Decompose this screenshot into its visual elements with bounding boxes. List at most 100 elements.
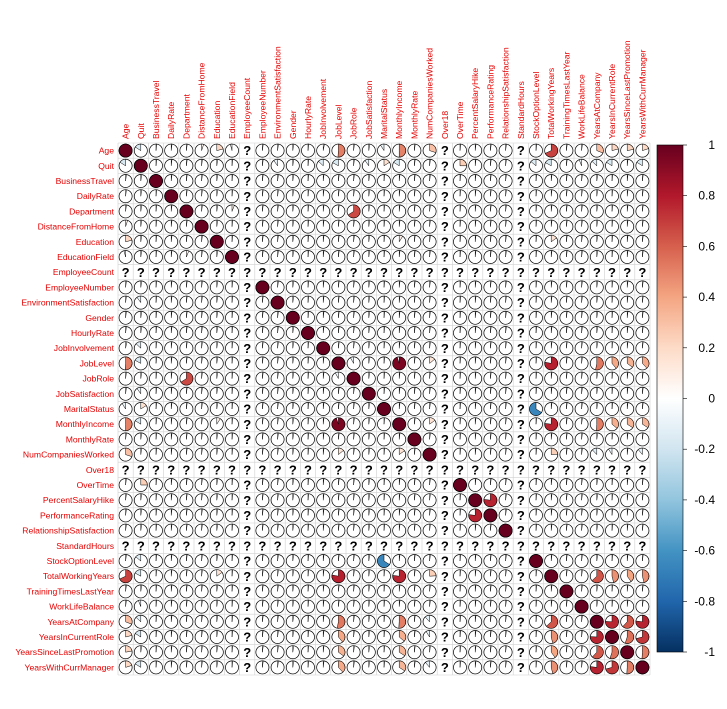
cell-gender-distance-from-home-slice xyxy=(201,311,203,318)
cell-job-role-monthly-income xyxy=(392,371,407,386)
cell-job-role-performance-rating-slice xyxy=(490,371,492,379)
cell-gender-over-time xyxy=(453,310,467,325)
cell-relationship-satisfaction-total-working-years xyxy=(544,523,559,538)
cell-education-department-slice xyxy=(186,235,188,242)
cell-daily-rate-hourly-rate-slice xyxy=(307,189,310,197)
cell-over-time-job-role xyxy=(346,478,361,492)
cell-employee-number-relationship-satisfaction-slice xyxy=(505,280,507,288)
cell-standard-hours-years-with-curr-manager-missing: ? xyxy=(638,538,646,553)
cell-work-life-balance-employee-count-missing: ? xyxy=(243,599,251,614)
cell-years-at-company-department xyxy=(179,614,194,629)
cell-education-field-education-field-full xyxy=(225,250,239,264)
cell-gender-daily-rate xyxy=(164,310,179,325)
cell-years-with-curr-manager-hourly-rate xyxy=(301,660,315,675)
cell-training-times-last-year-employee-count-missing: ? xyxy=(243,584,251,599)
cell-quit-stock-option-level xyxy=(529,158,543,173)
cell-standard-hours-environment-satisfaction-missing: ? xyxy=(274,538,282,553)
cell-quit-monthly-rate-slice xyxy=(414,159,416,166)
cell-job-involvement-job-level xyxy=(331,341,346,356)
cell-marital-status-marital-status xyxy=(377,402,391,416)
cell-work-life-balance-education-field xyxy=(225,599,239,614)
cell-employee-count-environment-satisfaction-missing: ? xyxy=(274,265,282,280)
cell-total-working-years-years-at-company xyxy=(589,569,604,584)
col-label-education-field: EducationField xyxy=(227,82,237,139)
cell-standard-hours-department-missing: ? xyxy=(182,538,190,553)
cell-stock-option-level-stock-option-level-full xyxy=(529,554,543,568)
cell-quit-years-in-current-role-slice xyxy=(606,159,613,167)
cell-department-percent-salary-hike xyxy=(468,204,483,219)
cell-education-quit xyxy=(133,234,148,249)
cell-gender-percent-salary-hike xyxy=(468,310,483,325)
cell-job-role-employee-number xyxy=(255,371,270,386)
cell-job-satisfaction-over-time-slice xyxy=(459,387,462,394)
cell-job-level-num-companies-worked xyxy=(422,356,437,371)
cell-daily-rate-stock-option-level xyxy=(529,189,543,204)
cell-total-working-years-years-since-last-promotion xyxy=(620,569,635,584)
cell-business-travel-num-companies-worked-slice xyxy=(429,174,431,182)
cell-quit-education-field xyxy=(225,158,239,173)
cell-monthly-income-department xyxy=(179,417,194,432)
cell-years-in-current-role-environment-satisfaction xyxy=(270,630,285,644)
cell-years-at-company-years-in-current-role xyxy=(605,614,619,629)
cell-employee-number-job-satisfaction xyxy=(361,280,376,295)
cell-job-role-monthly-rate-slice xyxy=(414,371,416,379)
cell-distance-from-home-years-with-curr-manager-slice xyxy=(642,219,644,227)
cell-department-job-role-slice xyxy=(347,204,361,219)
cell-job-involvement-distance-from-home-slice xyxy=(201,341,203,349)
cell-hourly-rate-percent-salary-hike xyxy=(468,326,483,340)
cell-stock-option-level-business-travel xyxy=(149,554,163,568)
cell-business-travel-total-working-years-slice xyxy=(550,174,553,182)
col-label-work-life-balance: WorkLifeBalance xyxy=(577,74,587,139)
colorbar-tick-label: 0.8 xyxy=(698,189,715,203)
cell-num-companies-worked-job-satisfaction xyxy=(361,447,376,462)
cell-performance-rating-education xyxy=(209,508,224,523)
cell-gender-total-working-years-slice xyxy=(550,311,553,318)
cell-business-travel-monthly-income xyxy=(392,174,407,188)
cell-stock-option-level-training-times-last-year xyxy=(559,554,574,568)
cell-department-education xyxy=(209,204,224,219)
cell-hourly-rate-years-at-company-slice xyxy=(596,326,598,334)
cell-over18-total-working-years-missing: ? xyxy=(547,462,555,477)
cell-job-level-job-role-slice xyxy=(350,356,354,364)
cell-employee-number-education xyxy=(209,280,224,295)
cell-years-with-curr-manager-job-role xyxy=(346,660,361,675)
cell-employee-number-department xyxy=(179,280,194,295)
cell-monthly-rate-distance-from-home xyxy=(194,432,209,447)
cell-years-in-current-role-monthly-income xyxy=(392,630,407,644)
cell-performance-rating-job-involvement xyxy=(316,508,331,523)
cell-percent-salary-hike-work-life-balance xyxy=(574,493,589,508)
cell-num-companies-worked-total-working-years xyxy=(544,447,559,462)
col-label-job-level: JobLevel xyxy=(333,105,343,139)
col-label-years-in-current-role: YearsInCurrentRole xyxy=(607,64,617,139)
cell-monthly-income-job-level xyxy=(331,417,346,432)
colorbar-tick-label: 0.2 xyxy=(698,341,715,355)
cell-monthly-rate-training-times-last-year xyxy=(559,432,574,447)
cell-relationship-satisfaction-quit xyxy=(133,523,148,538)
cell-gender-job-level xyxy=(331,310,346,325)
cell-job-level-monthly-income xyxy=(392,356,407,371)
cell-monthly-rate-standard-hours-missing: ? xyxy=(517,432,525,447)
cell-years-in-current-role-years-in-current-role xyxy=(605,630,619,644)
cell-gender-years-since-last-promotion-slice xyxy=(626,311,629,318)
cell-job-satisfaction-monthly-rate xyxy=(407,386,422,401)
cell-job-role-hourly-rate-slice xyxy=(307,371,310,379)
cell-over-time-years-at-company xyxy=(589,478,604,492)
cell-job-role-business-travel-slice xyxy=(155,371,158,379)
cell-years-since-last-promotion-business-travel xyxy=(149,645,163,660)
cell-job-level-work-life-balance xyxy=(574,356,589,371)
cell-total-working-years-job-satisfaction xyxy=(361,569,376,584)
cell-job-role-training-times-last-year xyxy=(559,371,574,386)
cell-relationship-satisfaction-gender xyxy=(285,523,300,538)
cell-training-times-last-year-business-travel xyxy=(149,584,163,599)
cell-job-involvement-age-slice xyxy=(125,341,128,349)
cell-work-life-balance-num-companies-worked xyxy=(422,599,437,614)
cell-daily-rate-job-satisfaction-slice xyxy=(368,189,370,197)
cell-total-working-years-percent-salary-hike xyxy=(468,569,483,584)
cell-distance-from-home-years-in-current-role-slice xyxy=(611,219,614,227)
cell-environment-satisfaction-education-field xyxy=(225,295,239,310)
cell-job-role-education xyxy=(209,371,224,386)
cell-employee-count-employee-count-missing: ? xyxy=(243,265,251,280)
colorbar-tick-label: -0.6 xyxy=(694,544,715,558)
cell-relationship-satisfaction-environment-satisfaction xyxy=(270,523,285,538)
cell-gender-years-in-current-role xyxy=(605,310,619,325)
